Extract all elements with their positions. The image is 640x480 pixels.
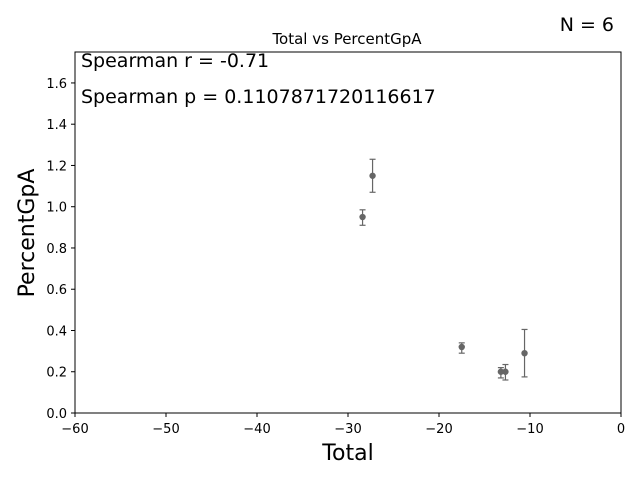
- plot-area: [359, 158, 528, 381]
- scatter-marker: [458, 343, 465, 351]
- y-tick-label: 1.2: [46, 159, 67, 174]
- x-axis-title: Total: [321, 441, 373, 466]
- y-tick-label: 0.4: [46, 324, 67, 339]
- sample-size-label: N = 6: [560, 14, 614, 36]
- x-tick-label: −60: [61, 422, 88, 437]
- scatter-marker: [502, 368, 509, 375]
- data-point: [359, 209, 366, 226]
- data-point: [369, 158, 376, 193]
- spearman-r-annotation: Spearman r = -0.71: [81, 50, 269, 72]
- scatter-marker: [359, 213, 366, 221]
- spearman-p-annotation: Spearman p = 0.1107871720116617: [81, 86, 436, 108]
- y-tick-label: 1.0: [46, 201, 67, 216]
- y-tick-label: 0.6: [46, 283, 67, 298]
- x-tick-label: −40: [243, 422, 270, 437]
- data-point: [502, 363, 509, 381]
- data-point: [521, 328, 528, 378]
- y-tick-label: 0.0: [46, 407, 67, 422]
- chart-title: Total vs PercentGpA: [271, 30, 422, 48]
- x-tick-label: −20: [425, 422, 452, 437]
- x-tick-label: −10: [516, 422, 543, 437]
- y-tick-label: 1.6: [46, 77, 67, 92]
- scatter-marker: [521, 349, 528, 357]
- x-tick-label: −50: [152, 422, 179, 437]
- y-axis-title: PercentGpA: [15, 169, 40, 298]
- y-axis: 0.0 0.2 0.4 0.6 0.8 1.0 1.2 1.4 1.6: [46, 77, 75, 422]
- scatter-marker: [369, 172, 376, 179]
- x-tick-label: 0: [617, 422, 625, 437]
- x-axis: −60 −50 −40 −30 −20 −10 0: [61, 413, 625, 437]
- y-tick-label: 0.8: [46, 242, 67, 257]
- y-tick-label: 0.2: [46, 366, 67, 381]
- x-tick-label: −30: [334, 422, 361, 437]
- y-tick-label: 1.4: [46, 118, 67, 133]
- data-point: [458, 342, 465, 354]
- scatter-marker: [497, 368, 505, 375]
- data-point: [497, 367, 505, 379]
